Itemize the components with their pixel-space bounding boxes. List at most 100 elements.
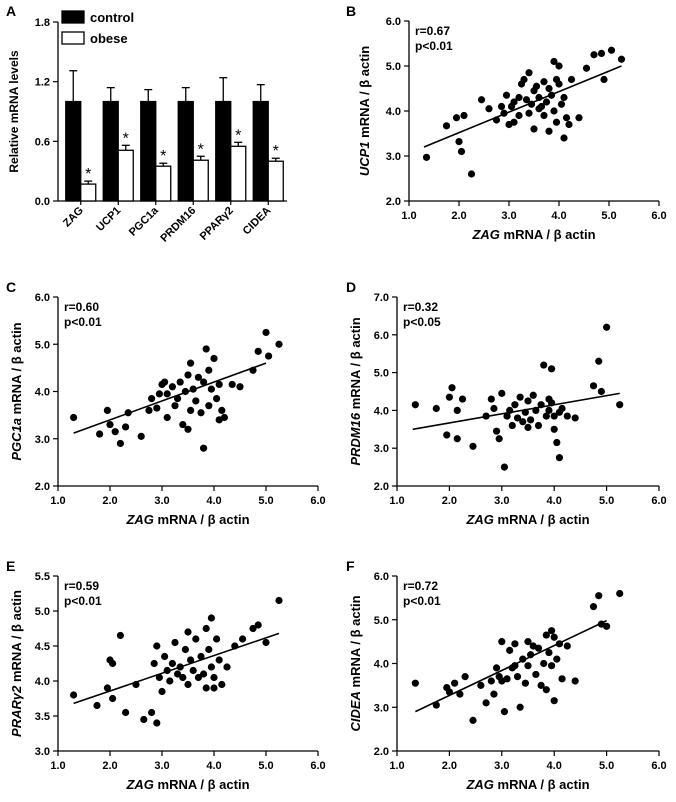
x-axis-label: ZAG mRNA / β actin xyxy=(465,777,589,792)
x-tick-label: UCP1 xyxy=(94,205,123,234)
y-tick-label: 6.0 xyxy=(374,330,389,342)
data-point xyxy=(153,404,161,412)
data-point xyxy=(490,404,498,413)
data-point xyxy=(547,662,556,670)
x-axis-unit: mRNA / β actin xyxy=(158,512,250,527)
data-point xyxy=(511,640,519,648)
y-tick-label: 5.0 xyxy=(35,339,50,351)
data-point xyxy=(537,102,546,111)
y-axis-unit: mRNA / β actin xyxy=(348,317,363,409)
y-axis-gene: PRDM16 xyxy=(348,412,363,466)
data-point xyxy=(555,454,564,462)
data-point xyxy=(174,670,182,678)
data-point xyxy=(532,406,540,414)
x-axis-unit: mRNA / β actin xyxy=(504,227,596,242)
data-point xyxy=(213,394,221,403)
data-point xyxy=(163,666,171,675)
panel-letter: F xyxy=(346,558,355,574)
y-tick-label: 6.0 xyxy=(386,16,401,28)
y-tick-label: 0.6 xyxy=(35,136,50,148)
y-tick-label: 3.0 xyxy=(35,746,50,758)
data-point xyxy=(202,624,210,633)
data-point xyxy=(502,91,511,99)
data-point xyxy=(525,69,533,77)
data-point xyxy=(519,418,527,426)
data-point xyxy=(540,659,548,668)
y-tick-label: 4.0 xyxy=(374,659,389,671)
y-tick-label: 2.0 xyxy=(386,196,401,208)
data-point xyxy=(231,642,239,650)
data-point xyxy=(168,659,176,668)
data-point xyxy=(515,111,523,120)
bar-control xyxy=(215,100,232,202)
p-value: p<0.01 xyxy=(64,315,102,329)
legend-label: obese xyxy=(90,31,128,46)
data-point xyxy=(153,719,161,727)
y-axis-unit: mRNA / β actin xyxy=(348,595,363,687)
y-tick-label: 2.0 xyxy=(374,481,389,493)
y-axis-gene: PGC1a xyxy=(9,418,24,461)
data-point xyxy=(194,673,202,682)
y-tick-label: 4.0 xyxy=(386,106,401,118)
data-point xyxy=(207,663,215,671)
data-point xyxy=(527,416,535,424)
data-point xyxy=(603,323,611,331)
x-tick-label: 2.0 xyxy=(102,760,117,772)
legend-label: control xyxy=(90,10,134,25)
data-point xyxy=(521,408,529,416)
x-axis-label: ZAG mRNA / β actin xyxy=(471,227,595,242)
x-tick-label: 5.0 xyxy=(599,760,614,772)
data-point xyxy=(547,365,556,373)
data-point xyxy=(525,109,533,117)
panel-letter: B xyxy=(346,3,356,19)
y-axis-gene: PRARγ2 xyxy=(9,685,24,737)
data-point xyxy=(200,670,208,678)
bar-control xyxy=(140,100,157,202)
data-point xyxy=(555,640,564,648)
x-tick-label: 5.0 xyxy=(599,495,614,507)
correlation-r: r=0.32 xyxy=(403,300,438,314)
data-point xyxy=(520,75,528,84)
data-point xyxy=(254,621,262,629)
x-tick-label: 2.0 xyxy=(451,210,466,222)
x-tick-label: PGC1a xyxy=(127,204,162,239)
data-point xyxy=(545,127,553,135)
y-tick-label: 1.8 xyxy=(35,17,50,29)
data-point xyxy=(537,401,545,409)
y-axis-gene: UCP1 xyxy=(357,141,372,176)
y-axis-unit: mRNA / β actin xyxy=(9,590,24,682)
data-point xyxy=(254,347,262,355)
data-point xyxy=(542,686,550,694)
data-point xyxy=(179,420,187,429)
data-point xyxy=(530,125,538,133)
data-point xyxy=(443,431,451,439)
x-tick-label: 1.0 xyxy=(389,495,404,507)
data-point xyxy=(205,366,213,374)
data-point xyxy=(116,631,124,640)
bar-obese xyxy=(80,183,97,202)
p-value: p<0.01 xyxy=(64,594,102,608)
data-point xyxy=(106,420,114,429)
data-point xyxy=(595,592,603,600)
data-point xyxy=(205,402,213,410)
x-tick-label: 1.0 xyxy=(50,760,65,772)
data-point xyxy=(461,673,469,681)
data-point xyxy=(506,406,514,414)
data-point xyxy=(469,442,477,450)
data-point xyxy=(490,690,498,698)
data-point xyxy=(249,366,257,374)
data-point xyxy=(532,670,540,679)
data-point xyxy=(506,646,514,654)
data-point xyxy=(109,659,117,668)
x-tick-label: 2.0 xyxy=(442,495,457,507)
y-axis-label: PGC1a mRNA / β actin xyxy=(9,322,24,460)
data-point xyxy=(547,399,556,407)
x-tick-label: 4.0 xyxy=(547,495,562,507)
data-point xyxy=(532,82,541,90)
data-point xyxy=(451,679,459,687)
y-axis-label: CIDEA mRNA / β actin xyxy=(348,595,363,731)
data-point xyxy=(275,340,283,348)
data-point xyxy=(236,383,244,391)
data-point xyxy=(70,413,78,422)
